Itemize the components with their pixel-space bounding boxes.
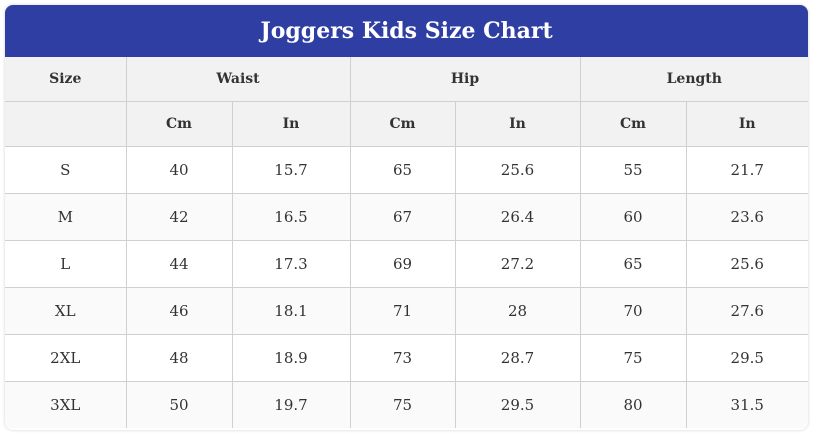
cell-hip-in: 28.7 [454,334,581,382]
cell-length-cm: 75 [579,334,687,382]
cell-size: 2XL [5,334,127,382]
cell-length-cm: 65 [579,240,687,288]
cell-waist-cm: 48 [125,334,233,382]
cell-size: XL [5,287,127,335]
cell-size: 3XL [5,381,127,428]
header-waist: Waist [125,57,351,102]
cell-length-in: 25.6 [685,240,808,288]
header-unit-hip-cm: Cm [349,101,456,147]
cell-waist-in: 19.7 [231,381,351,428]
cell-length-in: 29.5 [685,334,808,382]
header-empty-cell [5,101,127,147]
cell-hip-cm: 67 [349,193,456,241]
cell-length-in: 27.6 [685,287,808,335]
cell-hip-in: 25.6 [454,146,581,194]
cell-length-in: 21.7 [685,146,808,194]
cell-hip-cm: 75 [349,381,456,428]
cell-length-cm: 70 [579,287,687,335]
table-row: XL 46 18.1 71 28 70 27.6 [5,287,808,335]
table-row: M 42 16.5 67 26.4 60 23.6 [5,193,808,241]
header-unit-waist-cm: Cm [125,101,233,147]
cell-waist-cm: 46 [125,287,233,335]
cell-hip-in: 26.4 [454,193,581,241]
cell-waist-cm: 42 [125,193,233,241]
header-unit-length-cm: Cm [579,101,687,147]
table-row: 3XL 50 19.7 75 29.5 80 31.5 [5,381,808,428]
cell-size: M [5,193,127,241]
size-table: Size Waist Hip Length Cm In Cm In Cm In … [5,57,808,428]
cell-hip-in: 28 [454,287,581,335]
header-unit-hip-in: In [454,101,581,147]
cell-waist-in: 16.5 [231,193,351,241]
table-row: L 44 17.3 69 27.2 65 25.6 [5,240,808,288]
cell-hip-in: 27.2 [454,240,581,288]
cell-hip-cm: 65 [349,146,456,194]
header-row-groups: Size Waist Hip Length [5,57,808,102]
cell-length-cm: 80 [579,381,687,428]
cell-hip-cm: 71 [349,287,456,335]
cell-waist-in: 17.3 [231,240,351,288]
cell-length-in: 31.5 [685,381,808,428]
cell-waist-in: 15.7 [231,146,351,194]
table-row: S 40 15.7 65 25.6 55 21.7 [5,146,808,194]
size-chart-card: Joggers Kids Size Chart Size Waist Hip L… [5,5,808,430]
cell-hip-in: 29.5 [454,381,581,428]
cell-waist-cm: 40 [125,146,233,194]
header-length: Length [579,57,808,102]
cell-size: L [5,240,127,288]
cell-length-in: 23.6 [685,193,808,241]
cell-size: S [5,146,127,194]
cell-waist-cm: 44 [125,240,233,288]
header-size: Size [5,57,127,102]
header-unit-waist-in: In [231,101,351,147]
cell-length-cm: 60 [579,193,687,241]
cell-waist-in: 18.9 [231,334,351,382]
cell-waist-in: 18.1 [231,287,351,335]
header-unit-length-in: In [685,101,808,147]
cell-hip-cm: 69 [349,240,456,288]
chart-title: Joggers Kids Size Chart [5,5,808,57]
header-hip: Hip [349,57,581,102]
table-row: 2XL 48 18.9 73 28.7 75 29.5 [5,334,808,382]
cell-waist-cm: 50 [125,381,233,428]
cell-length-cm: 55 [579,146,687,194]
header-row-units: Cm In Cm In Cm In [5,101,808,147]
cell-hip-cm: 73 [349,334,456,382]
